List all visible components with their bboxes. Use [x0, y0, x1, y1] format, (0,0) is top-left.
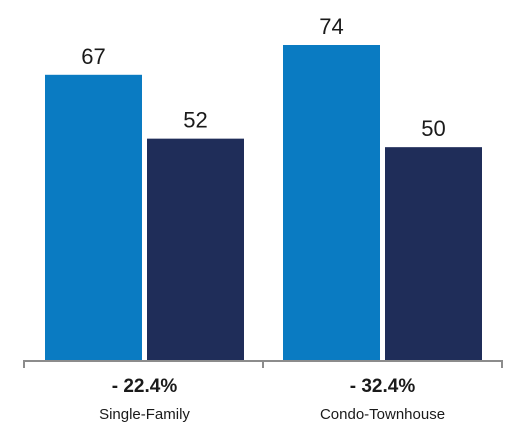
category-label: Condo-Townhouse: [320, 406, 445, 423]
change-label: - 32.4%: [350, 376, 416, 397]
data-label: 67: [81, 44, 105, 69]
bar-series-2-1: [147, 138, 244, 360]
data-label: 52: [183, 108, 207, 133]
data-label: 50: [421, 116, 445, 141]
change-label: - 22.4%: [112, 376, 178, 397]
data-label: 74: [319, 14, 343, 39]
bar-series-2-2: [385, 147, 482, 360]
bar-series-1-1: [45, 74, 142, 360]
category-label: Single-Family: [99, 406, 190, 423]
bar-series-1-2: [283, 45, 380, 360]
x-axis: [23, 360, 503, 368]
value-labels-group: 67 52 74 50: [81, 14, 445, 141]
category-labels-group: - 22.4% Single-Family - 32.4% Condo-Townhou…: [99, 376, 445, 423]
bars-group: [45, 45, 482, 360]
